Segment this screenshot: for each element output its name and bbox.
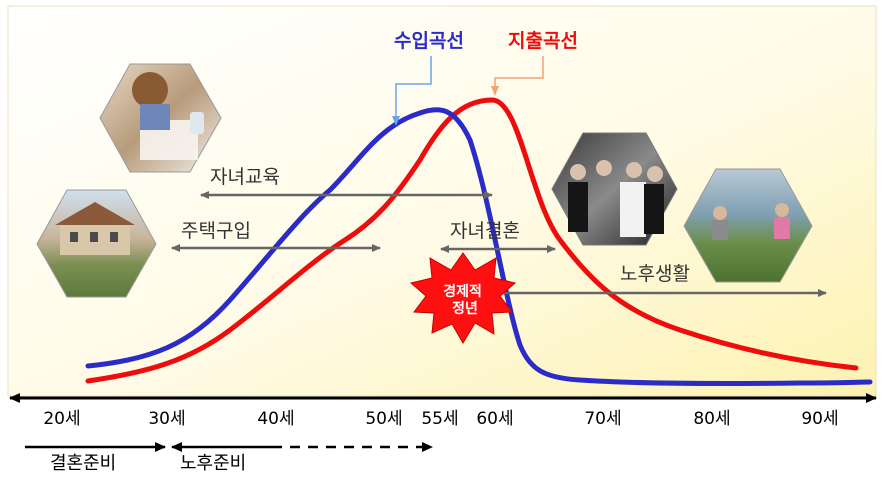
income-callout-line: [395, 56, 432, 124]
age-label: 50세: [365, 409, 402, 429]
marriage-prep-label: 결혼준비: [50, 453, 116, 474]
expense-curve: [85, 97, 859, 384]
economic-retirement-starburst: [409, 252, 517, 344]
age-label: 20세: [43, 409, 80, 429]
income-curve-label: 수입곡선: [394, 30, 464, 52]
income-callout-arrowhead: [392, 116, 400, 126]
economic-retirement-label: 경제적 정년: [443, 283, 487, 317]
age-label: 90세: [801, 409, 838, 429]
child-education-label: 자녀교육: [210, 166, 280, 188]
age-label: 60세: [476, 409, 513, 429]
age-label: 70세: [584, 409, 621, 429]
expense-callout-arrowhead: [491, 86, 499, 96]
retirement-life-label: 노후생활: [620, 263, 690, 285]
income-curve: [85, 107, 873, 387]
house-purchase-label: 주택구입: [181, 220, 251, 242]
retirement-golf-photo: [683, 168, 813, 283]
retirement-prep-label: 노후준비: [180, 453, 246, 474]
child-marriage-label: 자녀결혼: [450, 220, 520, 242]
child-education-photo: [99, 63, 222, 173]
age-label: 30세: [148, 409, 185, 429]
age-label: 55세: [421, 409, 458, 429]
age-label: 80세: [693, 409, 730, 429]
economic-retirement-line2: 정년: [452, 300, 478, 317]
expense-curve-label: 지출곡선: [508, 30, 578, 52]
wedding-family-photo: [551, 132, 678, 246]
age-labels: 20세 30세 40세 50세 55세 60세 70세 80세 90세: [43, 409, 838, 429]
age-label: 40세: [257, 409, 294, 429]
house-purchase-photo: [36, 189, 157, 298]
economic-retirement-line1: 경제적: [443, 283, 482, 300]
expense-callout-line: [494, 56, 544, 93]
